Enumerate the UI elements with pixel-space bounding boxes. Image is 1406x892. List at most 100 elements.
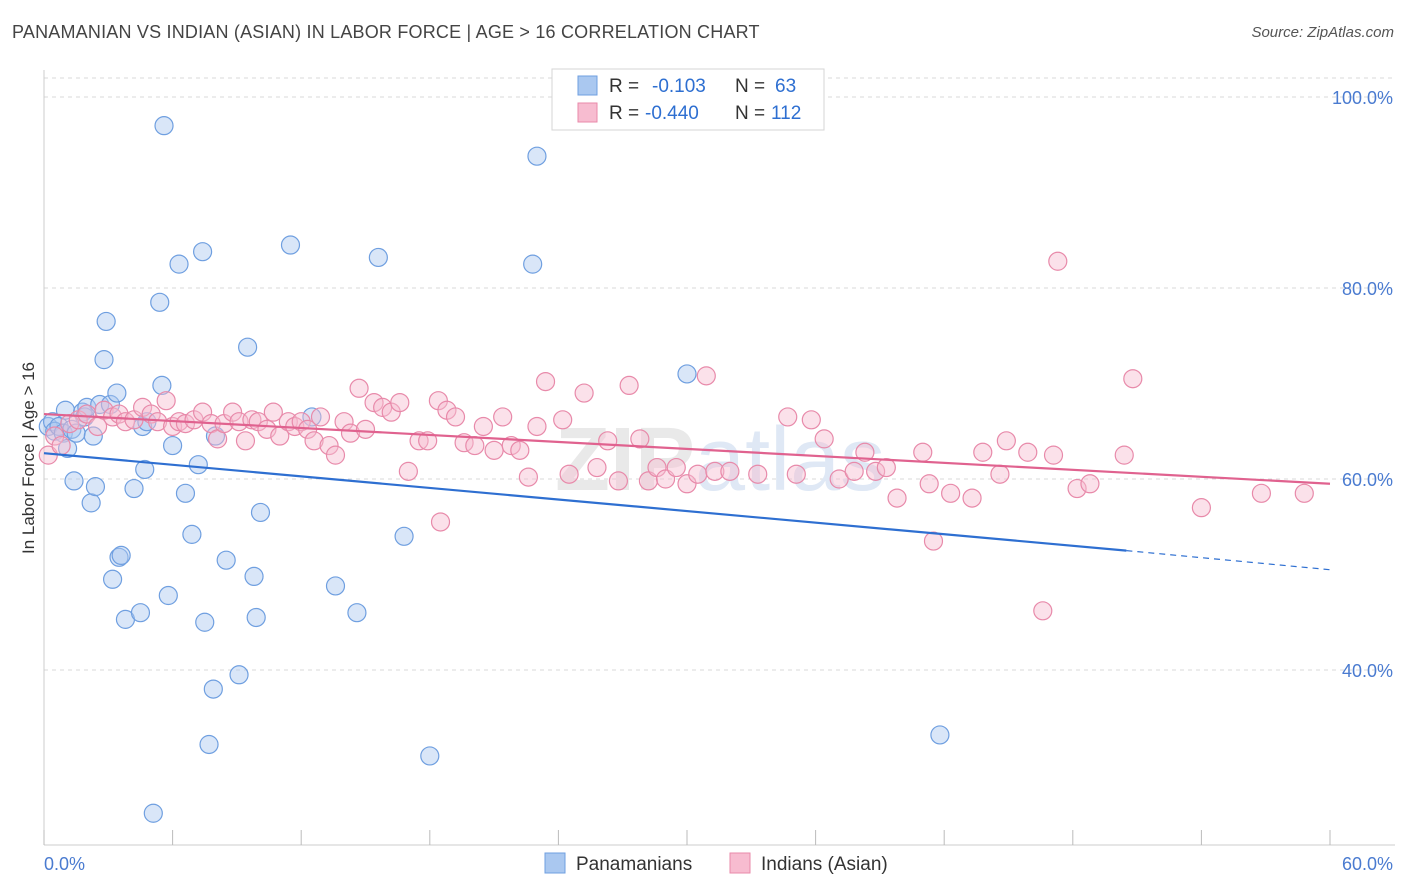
data-point (203, 679, 223, 699)
data-point (677, 474, 697, 494)
data-point (304, 431, 324, 451)
data-point (349, 378, 369, 398)
data-point (347, 603, 367, 623)
data-point (1033, 601, 1053, 621)
data-point (814, 429, 834, 449)
data-point (696, 366, 716, 386)
legend-r-label-2: R = (609, 103, 639, 124)
data-point (85, 477, 106, 497)
data-point (510, 440, 530, 460)
x-ticks (43, 830, 1331, 845)
data-point (83, 426, 103, 446)
data-point (778, 407, 798, 427)
data-point (163, 435, 183, 456)
y-axis-title: In Labor Force | Age > 16 (19, 362, 38, 554)
data-point (919, 474, 939, 494)
data-point (250, 502, 271, 523)
data-point (340, 423, 361, 443)
y-tick-label: 60.0% (1342, 470, 1393, 490)
legend-n-value-2: 112 (771, 103, 801, 124)
data-point (527, 416, 547, 437)
trend-lines (43, 412, 1331, 571)
data-point (156, 391, 176, 411)
data-point (280, 235, 301, 255)
source-label: Source: ZipAtlas.com (1251, 24, 1394, 41)
data-point (801, 410, 821, 430)
data-point (990, 464, 1010, 484)
data-point (527, 146, 547, 166)
data-point (182, 524, 202, 544)
bottom-legend: Panamanians Indians (Asian) (544, 852, 888, 875)
data-point (418, 431, 438, 451)
legend: R = -0.103 N = 63 R = -0.440 N = 112 (551, 68, 825, 131)
data-point (638, 471, 659, 491)
y-tick-label: 100.0% (1332, 88, 1393, 108)
legend-n-label-1: N = (735, 76, 765, 97)
data-point (666, 457, 686, 478)
data-point (263, 402, 283, 422)
data-point (111, 545, 131, 566)
data-point (518, 467, 538, 487)
legend-swatch-blue (577, 75, 598, 96)
data-point (390, 393, 410, 413)
data-point (154, 116, 174, 136)
data-point (81, 493, 101, 513)
trend-line-panamanians (43, 452, 1127, 552)
data-point (175, 483, 196, 503)
data-point (748, 464, 768, 484)
data-point (559, 464, 579, 484)
series-panamanians (38, 116, 950, 823)
data-point (913, 442, 933, 462)
watermark: ZIPatlas (555, 410, 885, 510)
data-point (223, 402, 243, 422)
data-point (1123, 369, 1143, 389)
data-point (51, 435, 71, 456)
data-point (238, 337, 258, 357)
data-point (45, 426, 65, 446)
data-point (246, 607, 266, 628)
data-point (158, 585, 178, 606)
data-point (493, 407, 513, 427)
data-point (216, 550, 236, 570)
y-tick-labels: 40.0% 60.0% 80.0% 100.0% (1332, 88, 1393, 681)
data-point (535, 371, 556, 392)
data-point (587, 457, 607, 478)
data-point (887, 488, 907, 508)
legend-r-value-2: -0.440 (645, 103, 699, 124)
data-point (193, 242, 213, 262)
data-point (235, 431, 256, 451)
data-point (973, 442, 993, 462)
data-point (608, 471, 629, 491)
legend-r-label-1: R = (609, 76, 639, 97)
data-point (855, 442, 875, 462)
data-point (574, 383, 594, 403)
data-point (64, 471, 84, 491)
data-point (195, 612, 215, 632)
data-point (130, 603, 151, 623)
data-point (1048, 251, 1068, 271)
bottom-legend-swatch-blue (544, 852, 566, 874)
y-tick-label: 80.0% (1342, 279, 1393, 299)
data-point (229, 665, 249, 685)
data-point (398, 461, 418, 481)
data-point (1043, 445, 1064, 465)
data-point (720, 461, 740, 481)
data-point (786, 464, 806, 484)
data-point (1018, 442, 1038, 462)
data-point (962, 488, 982, 508)
data-point (310, 407, 331, 427)
data-point (923, 531, 944, 551)
trend-line-indians (43, 412, 1331, 485)
data-point (325, 445, 346, 465)
data-point (1294, 483, 1314, 503)
data-point (244, 566, 264, 587)
data-point (619, 375, 639, 396)
data-point (829, 469, 849, 489)
data-point (96, 311, 116, 332)
data-point (1114, 445, 1134, 465)
bottom-legend-label-indians: Indians (Asian) (761, 854, 888, 875)
data-point (473, 416, 493, 437)
data-point (355, 419, 376, 439)
data-point (553, 410, 573, 430)
